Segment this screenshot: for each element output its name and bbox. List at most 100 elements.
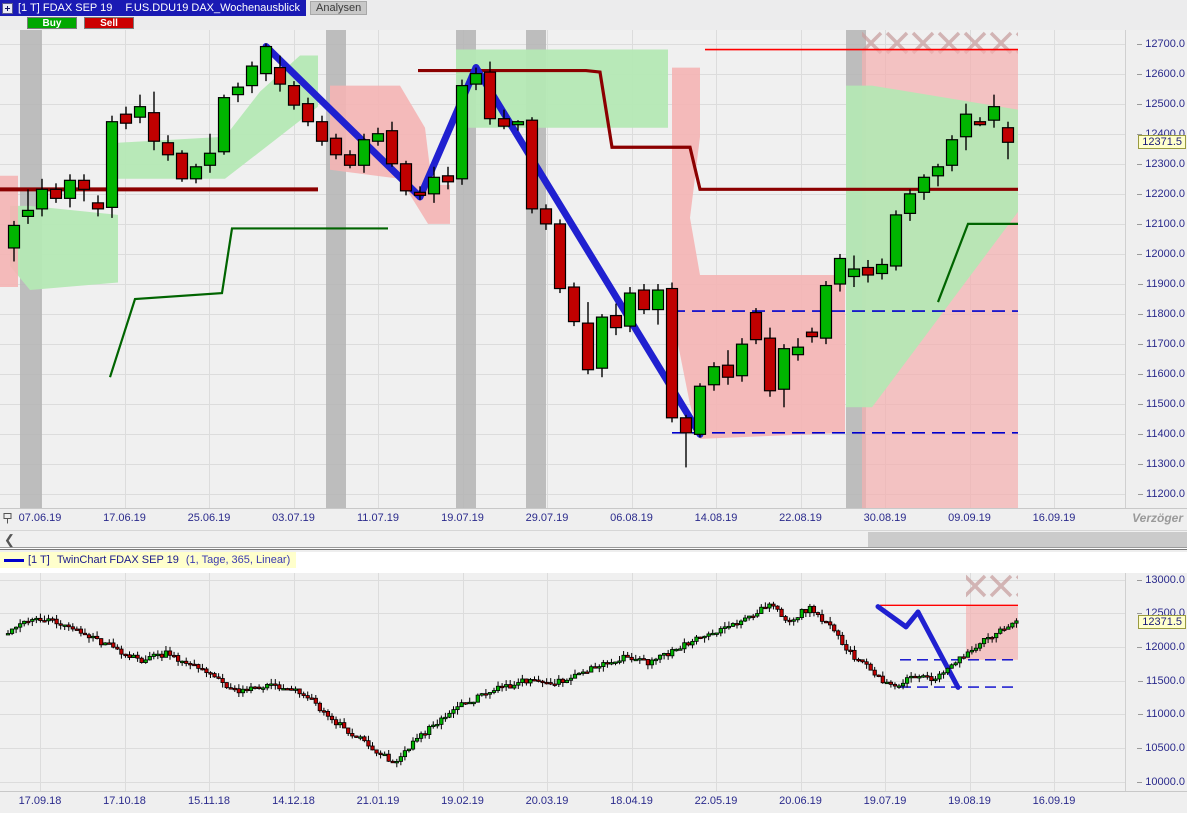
chevron-left-icon[interactable]: ❮ (4, 532, 15, 547)
gridline-v (463, 573, 464, 791)
date-tick: 29.07.19 (525, 512, 569, 524)
date-tick: 19.08.19 (948, 795, 991, 807)
last-price-flag: 12371.5 (1138, 135, 1186, 150)
price-tick: 10500.0 (1137, 741, 1185, 754)
price-tick: 12300.0 (1137, 157, 1185, 170)
price-tick: 12700.0 (1137, 37, 1185, 50)
date-tick: 11.07.19 (356, 512, 400, 524)
date-tick: 17.10.18 (103, 795, 146, 807)
price-tick: 11000.0 (1138, 708, 1185, 721)
scrollbar-thumb[interactable] (868, 532, 1187, 547)
main-price-axis[interactable]: 12700.0 12600.0 12500.0 12400.0 12300.0 12200… (1125, 30, 1187, 508)
date-tick: 25.06.19 (187, 512, 231, 524)
gridline-v (632, 30, 633, 508)
price-tick: 10000.0 (1137, 775, 1185, 788)
main-candlesticks (7, 43, 1015, 468)
date-tick: 20.03.19 (525, 795, 569, 807)
gridline-h (0, 782, 1125, 783)
price-tick: 12500.0 (1137, 97, 1185, 110)
date-tick: 30.08.19 (863, 512, 907, 524)
gridline-h (0, 494, 1125, 495)
gridline-v (801, 30, 802, 508)
sub-plot-area[interactable] (0, 573, 1125, 791)
price-tick: 13000.0 (1137, 573, 1185, 586)
expand-plus-icon[interactable] (2, 2, 13, 14)
gridline-v (716, 573, 717, 791)
price-tick: 11300.0 (1138, 458, 1185, 471)
sub-chart-graphics (5, 573, 1019, 768)
main-trend-cloud (0, 49, 1018, 439)
gridline-v (716, 30, 717, 508)
gridline-v (547, 30, 548, 508)
gridline-h (0, 580, 1125, 581)
gridline-v (801, 573, 802, 791)
sub-date-axis[interactable]: 17.09.18 17.10.18 15.11.18 14.12.18 21.01.19… (0, 791, 1187, 813)
price-tick: 12200.0 (1137, 187, 1185, 200)
horizontal-scrollbar[interactable]: ❮ (0, 530, 1187, 548)
date-tick: 15.11.18 (187, 795, 231, 807)
chart-title-strip[interactable]: [1 T] FDAX SEP 19 F.US.DDU19 DAX_Wochena… (0, 0, 307, 16)
main-chart-graphics (0, 30, 1018, 508)
gridline-v (209, 573, 210, 791)
sub-legend-params: (1, Tage, 365, Linear) (185, 554, 291, 566)
price-tick: 11200.0 (1138, 488, 1185, 501)
gridline-v (125, 573, 126, 791)
date-tick: 16.09.19 (1032, 795, 1076, 807)
gridline-h (0, 434, 1125, 435)
gridline-h (0, 714, 1125, 715)
date-tick: 21.01.19 (356, 795, 400, 807)
gridline-v (378, 573, 379, 791)
order-button-bar: Buy Sell (0, 16, 1187, 30)
sub-zigzag-trendline (875, 604, 961, 690)
gridline-h (0, 164, 1125, 165)
chart-title-symbol: [1 T] FDAX SEP 19 (18, 2, 113, 14)
gridline-h (0, 134, 1125, 135)
date-tick: 18.04.19 (610, 795, 653, 807)
price-tick: 11900.0 (1138, 278, 1185, 291)
gridline-h (0, 464, 1125, 465)
buy-button[interactable]: Buy (27, 17, 77, 29)
gridline-h (0, 404, 1125, 405)
date-tick: 22.08.19 (779, 512, 822, 524)
date-tick: 19.07.19 (863, 795, 907, 807)
date-tick: 20.06.19 (779, 795, 822, 807)
price-tick: 11500.0 (1138, 674, 1185, 687)
gridline-h (0, 748, 1125, 749)
sell-button[interactable]: Sell (84, 17, 134, 29)
tab-analysen[interactable]: Analysen (310, 1, 368, 15)
gridline-h (0, 647, 1125, 648)
gridline-h (0, 344, 1125, 345)
date-tick: 07.06.19 (18, 512, 62, 524)
gridline-v (1054, 30, 1055, 508)
main-plot-area[interactable] (0, 30, 1125, 508)
gridline-h (0, 374, 1125, 375)
price-tick: 11800.0 (1138, 308, 1185, 321)
date-tick: 19.07.19 (441, 512, 484, 524)
main-chart-panel[interactable]: 12700.0 12600.0 12500.0 12400.0 12300.0 12200… (0, 30, 1187, 508)
gridline-v (40, 573, 41, 791)
twinchart-panel[interactable]: 13000.0 12500.0 12000.0 11500.0 11000.0 10500… (0, 573, 1187, 791)
sub-price-axis[interactable]: 13000.0 12500.0 12000.0 11500.0 11000.0 10500… (1125, 573, 1187, 791)
gridline-v (378, 30, 379, 508)
main-date-axis[interactable]: Verzöger 07.06.19 17.06.19 25.06.19 03.07.1… (0, 508, 1187, 530)
gridline-v (294, 30, 295, 508)
date-tick: 14.12.18 (272, 795, 315, 807)
pin-icon[interactable] (3, 513, 12, 524)
gridline-h (0, 44, 1125, 45)
gridline-h (0, 613, 1125, 614)
date-tick: 09.09.19 (948, 512, 991, 524)
panel-splitter[interactable] (0, 549, 1187, 552)
sub-candlesticks (5, 601, 1019, 768)
date-tick: 16.09.19 (1032, 512, 1076, 524)
date-tick: 17.06.19 (103, 512, 146, 524)
gridline-h (0, 314, 1125, 315)
sub-chart-legend[interactable]: [1 T] TwinChart FDAX SEP 19 (1, Tage, 36… (0, 552, 297, 568)
last-price-flag: 12371.5 (1138, 615, 1186, 630)
date-tick: 14.08.19 (694, 512, 738, 524)
sub-legend-interval: [1 T] (28, 554, 50, 566)
date-tick: 17.09.18 (18, 795, 62, 807)
window-title-bar: [1 T] FDAX SEP 19 F.US.DDU19 DAX_Wochena… (0, 0, 1187, 16)
gridline-v (970, 573, 971, 791)
chart-title-feed: F.US.DDU19 DAX_Wochenausblick (125, 2, 301, 14)
series-color-swatch (4, 558, 24, 562)
